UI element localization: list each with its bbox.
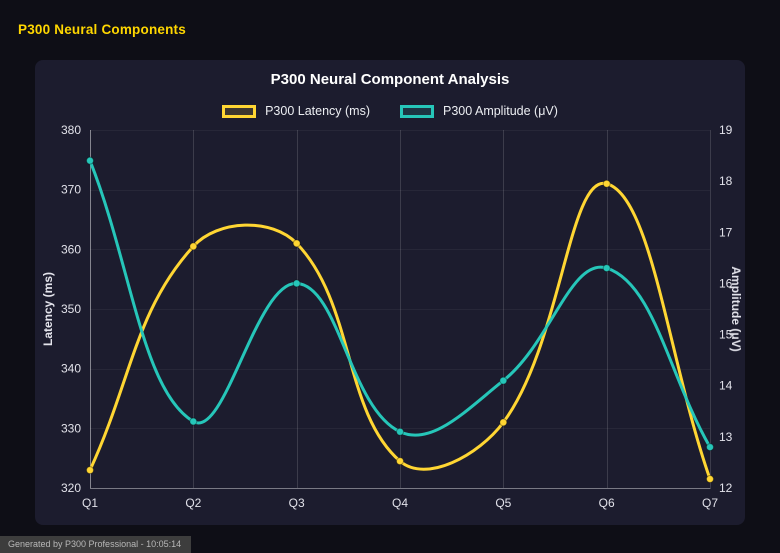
footer-status: Generated by P300 Professional - 10:05:1… <box>0 536 192 553</box>
right-axis-title: Amplitude (μV) <box>729 266 743 352</box>
page-title: P300 Neural Components <box>18 22 186 37</box>
left-axis-title: Latency (ms) <box>41 271 55 347</box>
chart-canvas <box>35 60 745 525</box>
chart-panel: P300 Neural Component Analysis P300 Late… <box>35 60 745 525</box>
